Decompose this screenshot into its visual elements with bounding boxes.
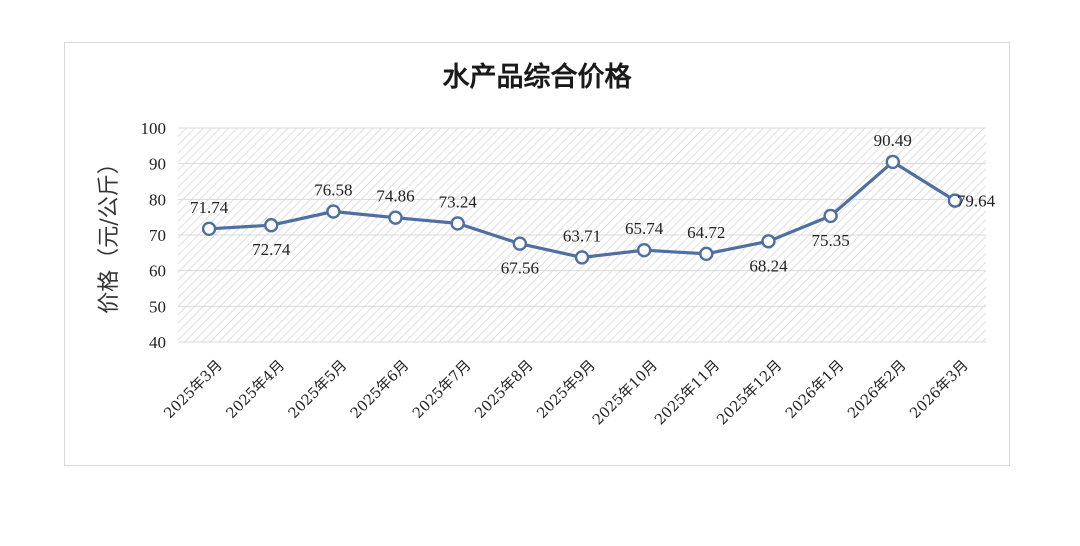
- data-label: 76.58: [314, 181, 352, 200]
- y-tick-label: 40: [149, 333, 166, 352]
- x-tick-label: 2026年1月: [782, 357, 847, 422]
- y-axis-label: 价格（元/公斤）: [97, 152, 122, 313]
- data-label: 68.24: [749, 256, 788, 275]
- data-point: [326, 204, 341, 219]
- y-tick-label: 80: [149, 190, 166, 209]
- data-label: 63.71: [563, 226, 601, 245]
- y-tick-label: 50: [149, 297, 166, 316]
- data-point: [823, 208, 838, 224]
- data-point: [512, 236, 528, 251]
- data-point: [761, 234, 776, 249]
- x-tick-label: 2025年7月: [409, 357, 474, 422]
- data-point: [388, 210, 403, 225]
- y-tick-label: 60: [149, 262, 166, 281]
- x-tick-label: 2026年3月: [907, 357, 972, 422]
- data-label: 73.24: [439, 192, 478, 211]
- y-tick-label: 70: [149, 226, 166, 245]
- data-point: [885, 154, 900, 170]
- data-label: 74.86: [376, 187, 414, 206]
- data-label: 79.64: [957, 192, 996, 211]
- data-label: 75.35: [811, 231, 849, 250]
- x-tick-label: 2026年2月: [844, 357, 909, 422]
- data-point: [264, 218, 279, 233]
- x-tick-label: 2025年8月: [472, 357, 537, 422]
- x-tick-label: 2025年3月: [161, 357, 226, 422]
- data-point: [636, 242, 652, 258]
- data-label: 65.74: [625, 219, 664, 238]
- x-tick-label: 2025年6月: [347, 357, 412, 422]
- data-label: 71.74: [190, 198, 229, 217]
- data-label: 72.74: [252, 240, 291, 259]
- x-tick-label: 2025年11月: [651, 357, 723, 429]
- data-point: [450, 216, 465, 231]
- x-tick-label: 2025年10月: [589, 357, 661, 429]
- x-tick-label: 2025年9月: [534, 357, 599, 422]
- x-tick-label: 2025年4月: [223, 357, 288, 422]
- y-tick-label: 90: [149, 155, 166, 174]
- data-label: 90.49: [874, 131, 912, 150]
- chart-title: 水产品综合价格: [443, 61, 633, 93]
- data-label: 67.56: [501, 259, 539, 278]
- data-label: 64.72: [687, 223, 725, 242]
- x-tick-label: 2025年5月: [285, 357, 350, 422]
- data-point: [574, 250, 590, 265]
- data-point: [947, 193, 963, 208]
- x-tick-label: 2025年12月: [714, 357, 786, 429]
- y-tick-label: 100: [141, 119, 167, 138]
- data-point: [699, 246, 714, 262]
- data-point: [201, 221, 217, 236]
